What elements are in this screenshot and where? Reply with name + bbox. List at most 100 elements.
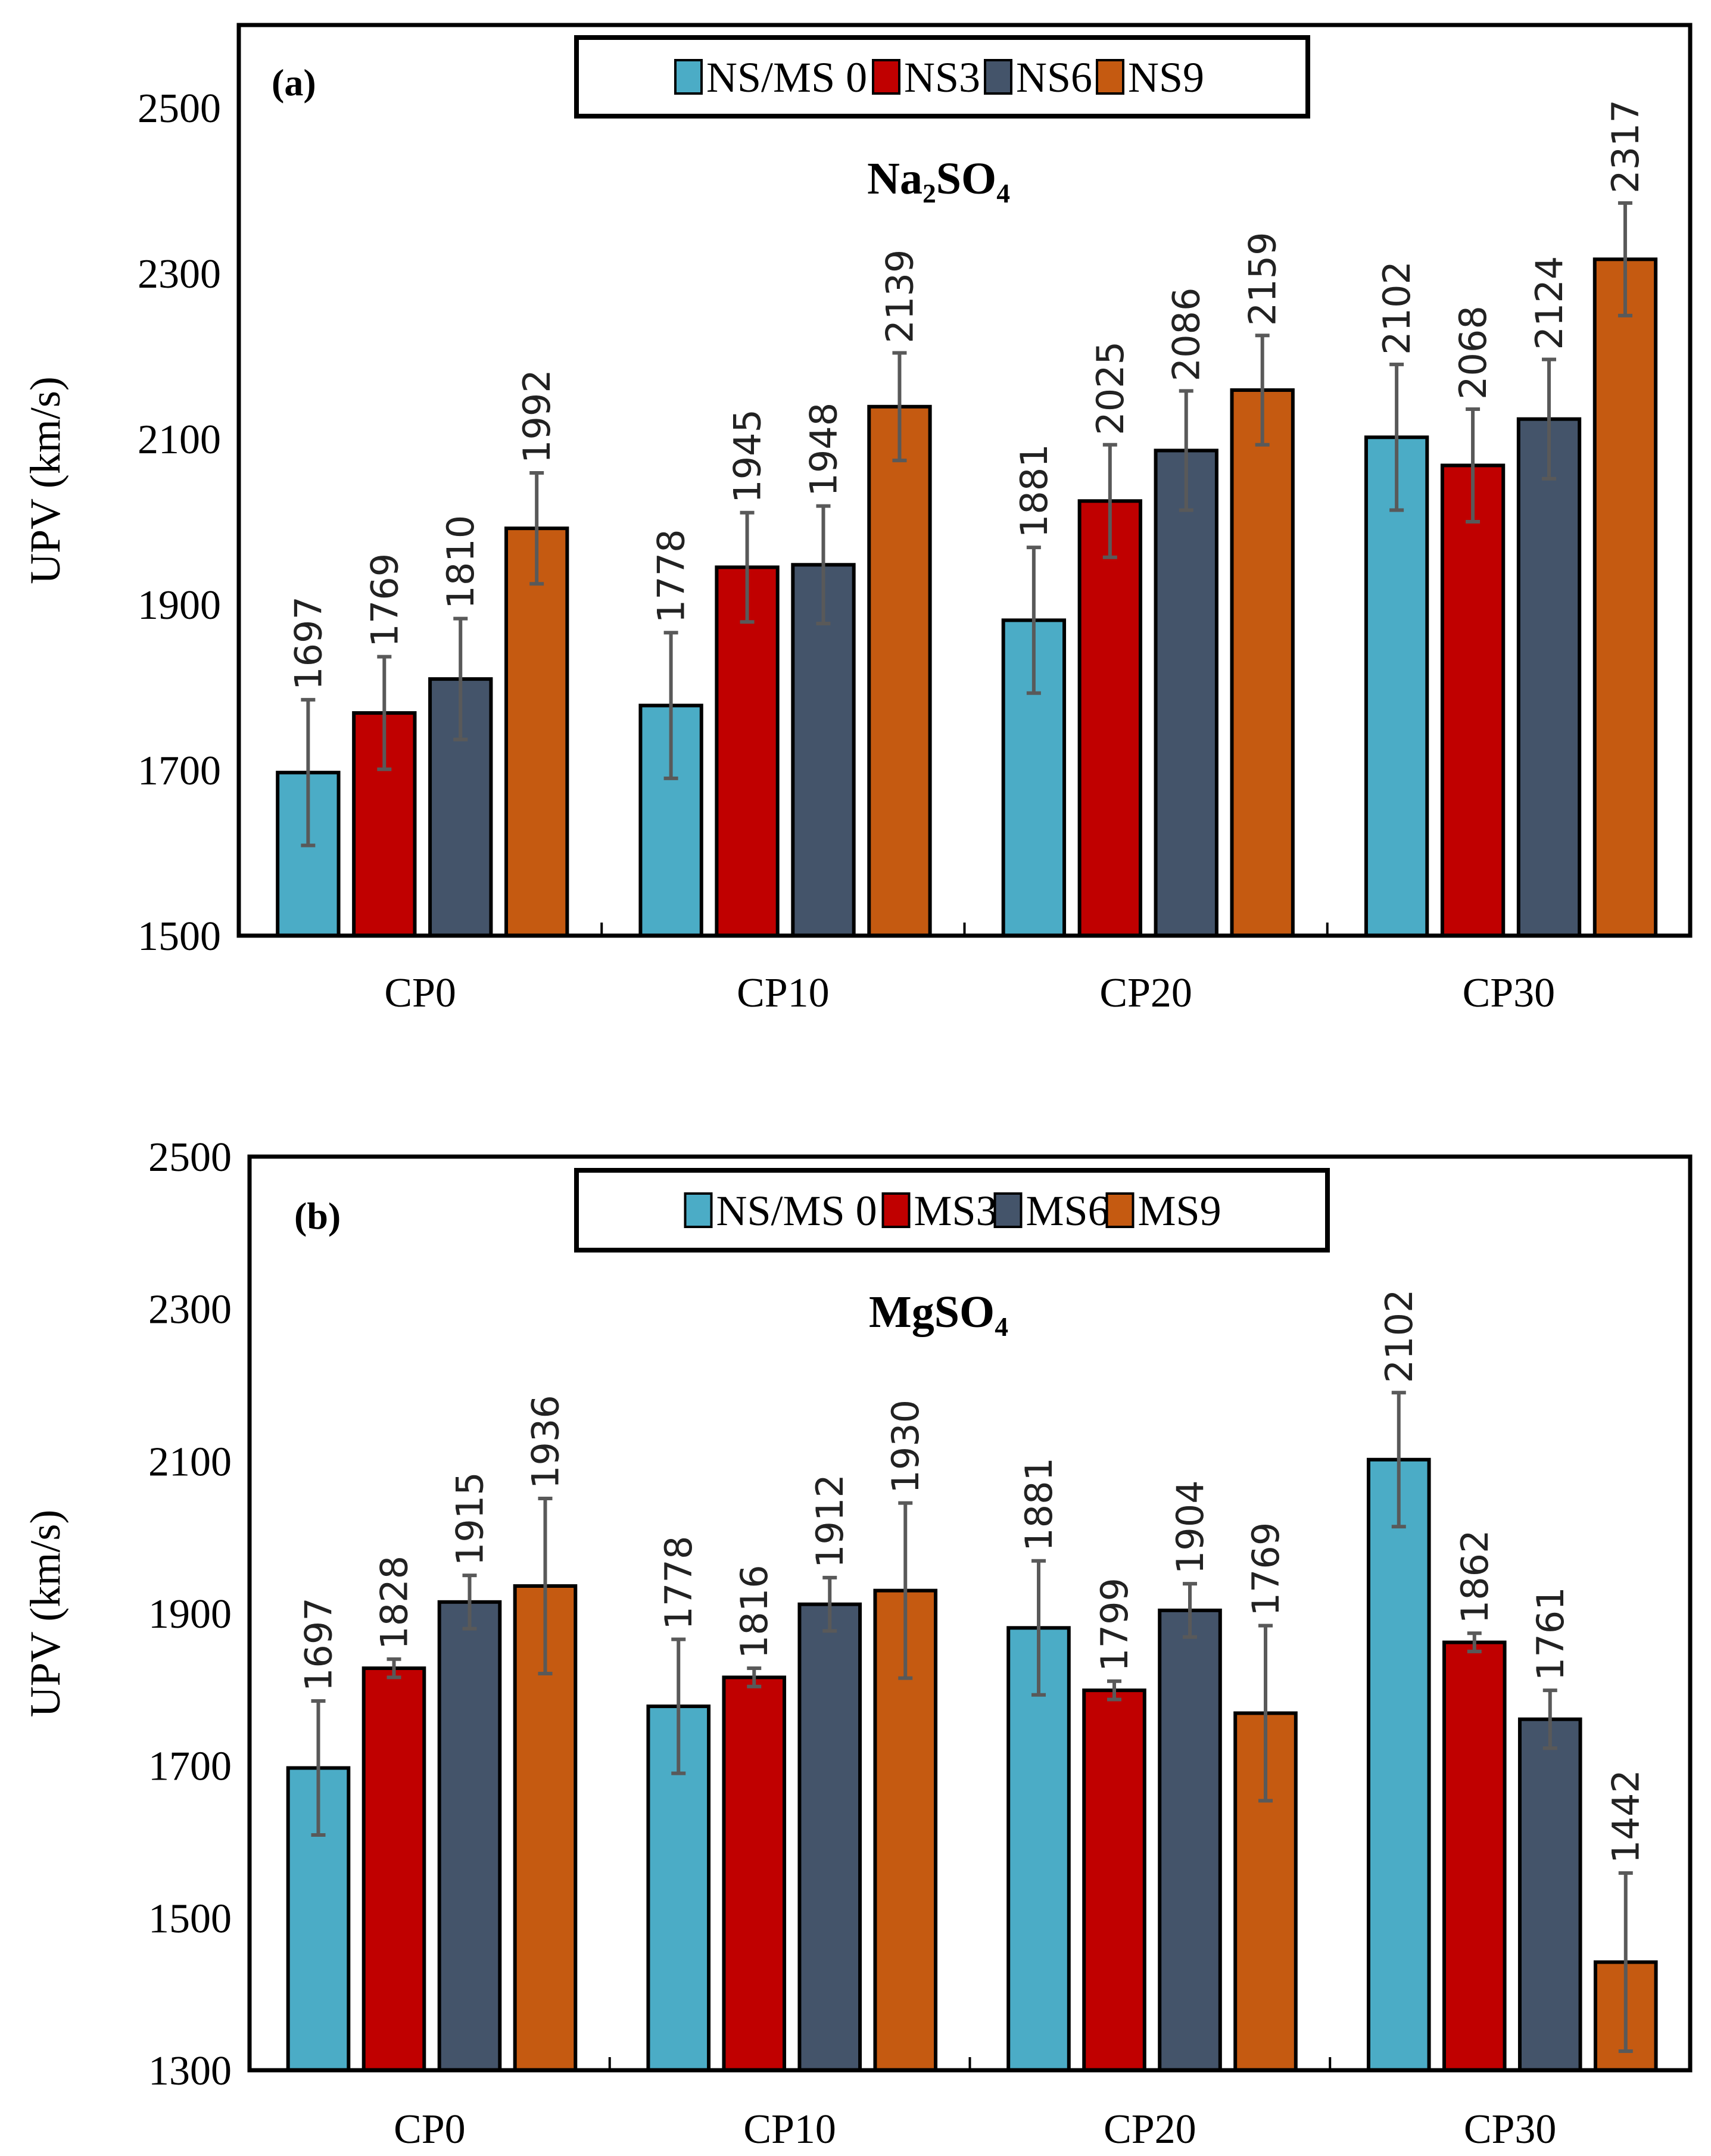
error-bar [453,616,468,741]
data-label: 2068 [1451,306,1495,400]
bar [1517,1717,1582,2072]
y-tick-label: 2100 [148,1439,232,1485]
error-bar [377,655,392,771]
error-bar [663,631,678,780]
data-label: 1778 [650,529,693,623]
y-tick-label: 2100 [138,417,221,463]
data-label: 1828 [373,1556,416,1650]
legend-swatch [674,59,703,95]
x-tick-label: CP30 [1463,970,1556,1016]
panel-label: (a) [272,61,316,104]
data-label: 1948 [802,403,846,497]
data-label: 2159 [1241,232,1285,326]
bar [791,563,856,937]
data-label: 2025 [1089,341,1132,435]
x-tick-label: CP10 [743,2107,836,2152]
bar [1442,1640,1507,2072]
data-label: 1904 [1168,1480,1212,1574]
bar [1516,417,1582,937]
data-label: 2102 [1377,1289,1421,1383]
bar [1082,1688,1146,2072]
data-label: 1810 [439,515,482,609]
legend-swatch [993,1192,1023,1228]
error-bar [822,1575,837,1633]
bar [1364,435,1429,937]
data-label: 2124 [1528,256,1571,350]
error-bar [301,697,316,848]
data-label: 2102 [1375,261,1419,355]
legend-swatch [1105,1192,1135,1228]
legend: NS/MS 0 MS3 MS6 MS9 [574,1168,1330,1253]
x-tick-label: CP0 [384,970,456,1016]
data-label: 1778 [657,1536,700,1630]
bar [1154,448,1218,937]
legend-label: NS9 [1128,54,1204,101]
error-bar [1391,1391,1406,1529]
y-tick-label: 1700 [148,1744,232,1790]
legend-item: NS/MS 0 [684,1187,877,1235]
y-tick-label: 1500 [138,914,221,959]
legend-label: MS3 [914,1187,998,1235]
legend-label: MS9 [1138,1187,1221,1235]
bar [1592,257,1658,937]
bar [504,526,569,937]
data-label: 1697 [297,1597,341,1691]
data-label: 2317 [1604,99,1647,194]
error-bar [1026,546,1041,695]
y-tick-label: 2500 [148,1135,232,1180]
legend-item: NS6 [984,54,1092,101]
error-bar [747,1666,762,1688]
chart-subtitle: Na₂SO₄ [867,154,1010,204]
legend: NS/MS 0 NS3 NS6 NS9 [574,35,1310,119]
legend-label: NS6 [1016,54,1092,101]
data-label: 2139 [878,250,921,344]
legend-swatch [872,59,900,95]
plot-frame [236,23,1693,938]
data-label: 1992 [515,369,559,463]
error-bar [1618,1871,1633,2054]
legend-swatch [881,1192,911,1228]
error-bar [529,471,544,586]
bar [1230,388,1295,937]
legend-item: MS9 [1105,1187,1221,1235]
y-tick-label: 1900 [148,1591,232,1637]
legend-item: NS3 [872,54,980,101]
y-tick-label: 1700 [138,748,221,794]
y-tick-label: 2300 [148,1287,232,1333]
error-bar [1107,1679,1122,1702]
legend-swatch [684,1192,713,1228]
data-label: 2086 [1165,288,1208,382]
bar [1077,499,1142,937]
error-bar [462,1574,477,1631]
y-tick-label: 1900 [138,582,221,628]
error-bar [311,1699,326,1837]
legend-swatch [984,59,1012,95]
legend-label: NS/MS 0 [706,54,867,101]
legend-swatch [1096,59,1124,95]
error-bar [387,1657,401,1680]
error-bar [1467,1631,1482,1653]
data-label: 1915 [448,1472,492,1566]
bar [1440,463,1506,937]
y-tick-label: 1300 [148,2048,232,2094]
data-label: 1881 [1012,444,1056,538]
legend-item: MS3 [881,1187,998,1235]
legend-label: NS/MS 0 [716,1187,877,1235]
y-tick-label: 2500 [138,86,221,132]
bar [797,1602,862,2072]
plot-frame [247,1154,1693,2073]
panel-label: (b) [294,1195,341,1237]
bar [867,404,932,937]
data-label: 1769 [363,553,406,647]
legend-item: NS/MS 0 [674,54,867,101]
error-bar [1542,357,1557,481]
bar [722,1675,787,2072]
legend-label: NS3 [904,54,980,101]
data-label: 1816 [733,1565,776,1659]
legend-label: MS6 [1026,1187,1109,1235]
error-bar [1255,334,1270,447]
x-tick-label: CP0 [394,2107,466,2152]
bar [437,1600,502,2072]
legend-item: NS9 [1096,54,1204,101]
